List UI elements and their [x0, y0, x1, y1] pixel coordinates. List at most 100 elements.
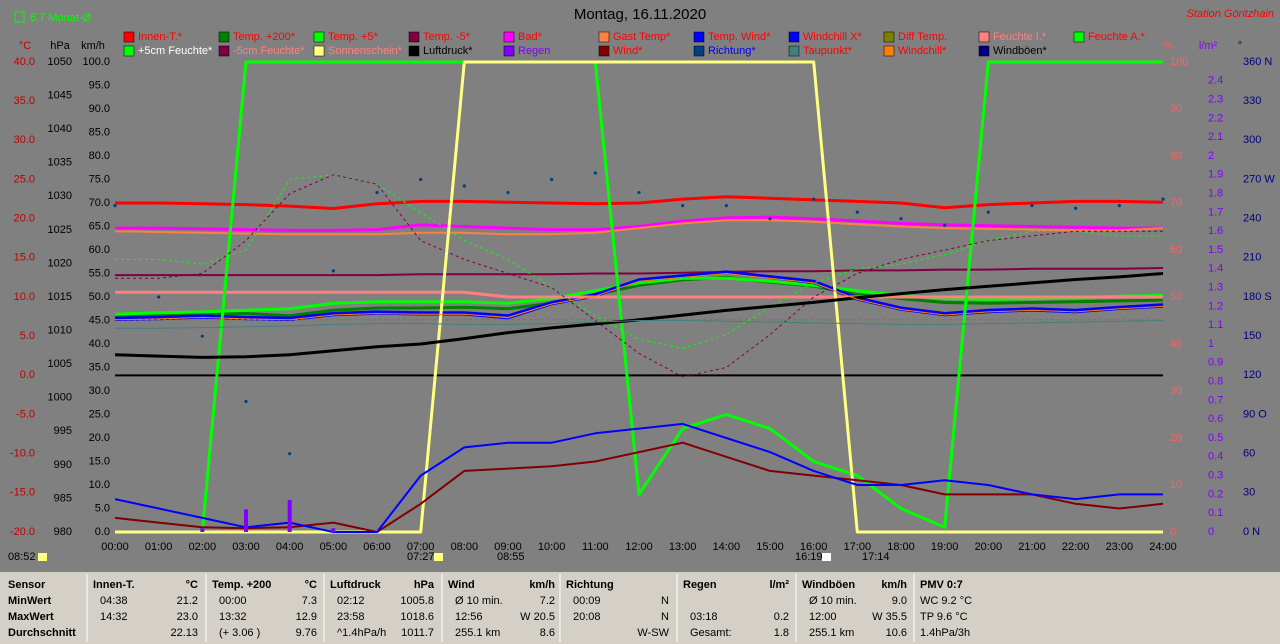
y-tick-label: 240 — [1243, 213, 1261, 225]
legend-label: Sonnenschein* — [328, 45, 403, 57]
x-tick-label: 09:00 — [494, 541, 522, 553]
y-tick-label: 0.5 — [1208, 432, 1223, 444]
y-tick-label: 360 N — [1243, 56, 1272, 68]
legend-swatch — [218, 31, 230, 43]
direction-dot — [506, 190, 510, 195]
stats-cell: 1011.7 — [401, 627, 434, 639]
stats-cell: (+ 3.06 ) — [219, 627, 260, 639]
legend-swatch — [123, 31, 135, 43]
x-tick-label: 17:00 — [844, 541, 872, 553]
y-tick-label: 0.7 — [1208, 394, 1223, 406]
y-tick-label: 1.3 — [1208, 282, 1223, 294]
stats-cell: 12.9 — [296, 611, 317, 623]
stats-cell: 1.4hPa/3h — [920, 627, 970, 639]
stats-cell: 1.8 — [774, 627, 789, 639]
stats-cell: 8.6 — [540, 627, 555, 639]
direction-dot — [200, 334, 204, 338]
stats-header: Temp. +200 — [212, 579, 271, 591]
legend-label: Feuchte I.* — [993, 31, 1047, 43]
stats-cell: 9.76 — [296, 627, 317, 639]
legend-label: Luftdruck* — [423, 45, 473, 57]
direction-dot — [593, 171, 597, 175]
direction-dot — [1117, 204, 1121, 208]
y-tick-label: 80 — [1170, 150, 1182, 162]
y-tick-label: 0.8 — [1208, 376, 1223, 388]
series-line — [115, 60, 1163, 534]
x-tick-label: 08:00 — [451, 541, 479, 553]
legend-swatch — [598, 45, 610, 57]
month-avg: 6.7 Monat-Ø — [30, 12, 92, 24]
y-tick-label: 0.4 — [1208, 451, 1223, 463]
x-tick-label: 18:00 — [887, 541, 915, 553]
stats-header: Wind — [448, 579, 475, 591]
y-tick-label: 0 — [1208, 526, 1214, 538]
stats-header: Windböen — [802, 579, 855, 591]
sun-moon-time: 08:52 — [8, 551, 36, 563]
rain-bar — [200, 528, 205, 532]
direction-dot — [550, 177, 554, 182]
axis-label: % — [1163, 40, 1173, 52]
y-tick-label: 1.7 — [1208, 206, 1223, 218]
stats-cell: 1018.6 — [400, 611, 434, 623]
stats-cell: 255.1 km — [455, 627, 500, 639]
y-tick-label: -20.0 — [10, 526, 35, 538]
legend-swatch — [788, 45, 800, 57]
y-tick-label: 1 — [1208, 338, 1214, 350]
y-tick-label: 1.9 — [1208, 169, 1223, 181]
y-tick-label: 65.0 — [89, 220, 110, 232]
stats-cell: W-SW — [637, 627, 669, 639]
y-tick-label: 60 — [1243, 448, 1255, 460]
y-tick-label: 985 — [54, 492, 72, 504]
direction-dot — [375, 190, 379, 195]
x-tick-label: 12:00 — [625, 541, 653, 553]
y-tick-label: 0.0 — [95, 526, 110, 538]
stats-cell: 7.2 — [540, 595, 555, 607]
sun-moon-time: 08:55 — [497, 551, 525, 563]
stats-unit: l/m² — [769, 579, 789, 591]
y-tick-label: 90.0 — [89, 103, 110, 115]
series-line — [114, 276, 1164, 316]
direction-dot — [288, 452, 292, 456]
stats-cell: 03:18 — [690, 611, 718, 623]
stats-row-label: MinWert — [8, 595, 52, 607]
y-tick-label: 40 — [1170, 338, 1182, 350]
y-tick-label: 100 — [1170, 56, 1188, 68]
y-tick-label: 1.6 — [1208, 225, 1223, 237]
y-tick-label: 40.0 — [89, 338, 110, 350]
direction-dot — [1074, 206, 1078, 210]
x-tick-label: 13:00 — [669, 541, 697, 553]
legend-label: Feuchte A.* — [1088, 31, 1146, 43]
direction-dot — [157, 295, 161, 299]
stats-cell: 7.3 — [302, 595, 317, 607]
y-tick-label: -15.0 — [10, 487, 35, 499]
y-tick-label: 5.0 — [20, 330, 35, 342]
series-line — [114, 219, 1164, 236]
series-line — [114, 272, 1164, 359]
direction-dot — [812, 197, 816, 201]
rain-bar — [244, 509, 248, 532]
y-tick-label: 70 — [1170, 197, 1182, 209]
x-tick-label: 02:00 — [189, 541, 217, 553]
stats-cell: 20:08 — [573, 611, 601, 623]
direction-dot — [724, 204, 728, 208]
y-tick-label: 1.8 — [1208, 188, 1223, 200]
series-line — [115, 174, 1163, 378]
legend-label: Bad* — [518, 31, 543, 43]
x-tick-label: 24:00 — [1149, 541, 1177, 553]
y-tick-label: -5.0 — [16, 408, 35, 420]
direction-dot — [681, 204, 685, 208]
y-tick-label: 980 — [54, 526, 72, 538]
y-tick-label: 1025 — [48, 224, 72, 236]
legend-label: Richtung* — [708, 45, 756, 57]
chart-title: Montag, 16.11.2020 — [574, 6, 706, 23]
legend-swatch — [503, 31, 515, 43]
legend-label: Diff Temp. — [898, 31, 947, 43]
y-tick-label: 210 — [1243, 252, 1261, 264]
stats-header: Richtung — [566, 579, 614, 591]
y-tick-label: 20.0 — [89, 432, 110, 444]
legend-swatch — [1073, 31, 1085, 43]
series-line — [115, 195, 1164, 210]
sun-icon — [822, 553, 831, 561]
y-tick-label: 150 — [1243, 330, 1261, 342]
